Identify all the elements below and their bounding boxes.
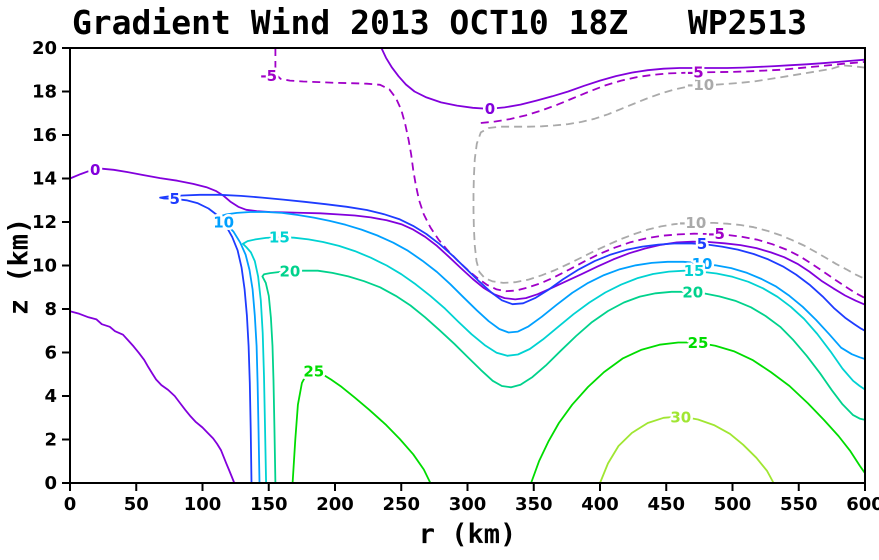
contour-line-0 — [69, 310, 236, 484]
contour-label: 5 — [697, 235, 707, 253]
x-tick-label: 550 — [780, 494, 818, 515]
contour-line-10 — [218, 211, 866, 484]
contour-label: 10 — [213, 213, 234, 231]
contour-line--5 — [274, 48, 866, 299]
x-tick-label: 400 — [581, 494, 619, 515]
y-tick-label: 0 — [44, 473, 57, 494]
contour-label: 30 — [670, 408, 691, 426]
contour-label: 15 — [269, 229, 290, 247]
contour-label: 10 — [692, 255, 713, 273]
contour-line-5 — [159, 193, 866, 484]
y-tick-label: 2 — [44, 430, 57, 451]
y-tick-label: 4 — [44, 386, 57, 407]
x-tick-label: 0 — [64, 494, 77, 515]
plot-frame — [69, 47, 866, 484]
y-tick-label: 10 — [32, 256, 57, 277]
y-tick-label: 20 — [32, 38, 57, 59]
x-tick-label: 250 — [382, 494, 420, 515]
contour-line-30 — [599, 415, 775, 484]
y-tick-label: 12 — [32, 212, 57, 233]
x-tick-label: 100 — [184, 494, 222, 515]
contour-line-0 — [380, 47, 866, 110]
x-tick-label: 300 — [449, 494, 487, 515]
x-tick-label: 50 — [124, 494, 149, 515]
contour-label: 5 — [169, 190, 179, 208]
contour-label: 20 — [280, 263, 301, 281]
x-tick-label: 600 — [846, 494, 879, 515]
contour-line--5 — [480, 61, 866, 124]
contour-line-25 — [530, 341, 866, 484]
contour-label: 15 — [684, 262, 705, 280]
y-axis-label: z (km) — [3, 217, 35, 316]
x-tick-label: 150 — [250, 494, 288, 515]
contour-label: 0 — [90, 161, 100, 179]
y-tick-label: 16 — [32, 125, 57, 146]
contour-label: 25 — [303, 363, 324, 381]
contour-line-20 — [261, 269, 866, 484]
x-axis-label: r (km) — [418, 519, 517, 550]
y-tick-label: 8 — [44, 299, 57, 320]
contour-label: -5 — [687, 63, 704, 81]
contour-label: -10 — [679, 214, 706, 232]
x-tick-label: 350 — [515, 494, 553, 515]
y-tick-label: 18 — [32, 82, 57, 103]
contour-label: 0 — [485, 100, 495, 118]
x-tick-label: 450 — [647, 494, 685, 515]
contour-label: -5 — [260, 67, 277, 85]
x-tick-label: 200 — [316, 494, 354, 515]
contour-line-25 — [291, 369, 432, 484]
contour-label: -10 — [687, 76, 714, 94]
x-tick-label: 500 — [714, 494, 752, 515]
contour-label: 20 — [682, 283, 703, 301]
contour-label: -5 — [708, 225, 725, 243]
contour-label: 25 — [688, 334, 709, 352]
contour-line--10 — [472, 64, 866, 284]
y-tick-label: 6 — [44, 343, 57, 364]
chart-title: Gradient Wind 2013 OCT10 18Z WP2513 — [71, 3, 808, 42]
y-tick-label: 14 — [32, 169, 57, 190]
contour-line-0 — [69, 167, 866, 306]
contour-line-15 — [241, 236, 866, 484]
